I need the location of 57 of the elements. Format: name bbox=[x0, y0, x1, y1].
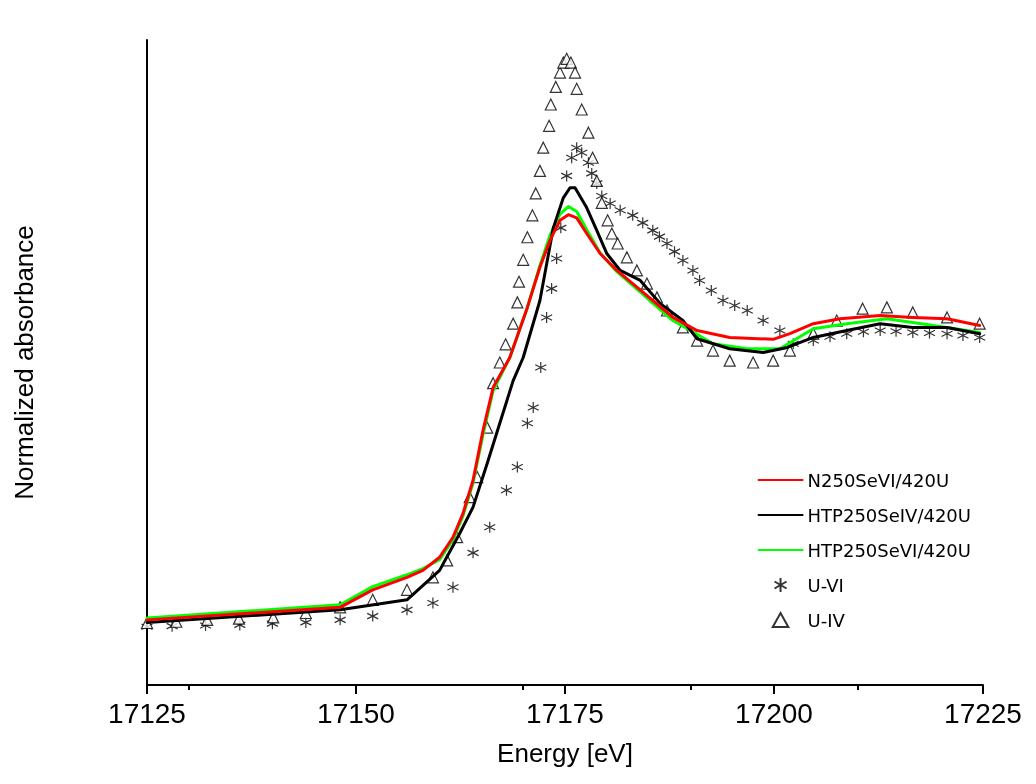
point bbox=[614, 204, 627, 217]
point bbox=[676, 254, 689, 267]
x-tick-label: 17200 bbox=[735, 697, 813, 729]
point bbox=[266, 617, 279, 630]
x-tick-label: 17175 bbox=[526, 697, 604, 729]
point bbox=[582, 156, 595, 169]
point bbox=[426, 596, 440, 610]
point bbox=[646, 224, 659, 237]
point bbox=[400, 603, 414, 616]
point bbox=[668, 245, 681, 258]
legend-label: U-VI bbox=[807, 574, 844, 596]
point bbox=[511, 460, 524, 474]
x-axis-title: Energy [eV] bbox=[497, 738, 633, 768]
legend-label: N250SeVI/420U bbox=[807, 469, 950, 491]
point bbox=[940, 327, 954, 340]
point bbox=[874, 324, 887, 337]
point bbox=[527, 401, 540, 414]
point bbox=[773, 324, 786, 337]
x-tick-label: 17150 bbox=[317, 697, 395, 729]
point bbox=[483, 521, 496, 534]
point bbox=[565, 151, 578, 164]
x-tick-label: 17225 bbox=[944, 697, 1022, 729]
point bbox=[540, 311, 553, 324]
point bbox=[840, 327, 853, 340]
point bbox=[660, 237, 674, 250]
point bbox=[560, 169, 573, 182]
point bbox=[165, 620, 179, 633]
point bbox=[334, 613, 347, 626]
point bbox=[728, 299, 741, 312]
point bbox=[545, 282, 558, 295]
legend-label: U-IV bbox=[807, 609, 846, 631]
point bbox=[299, 616, 312, 629]
point bbox=[366, 610, 379, 623]
point bbox=[604, 197, 617, 210]
point bbox=[889, 325, 903, 338]
point bbox=[741, 304, 754, 317]
point bbox=[653, 230, 666, 243]
point bbox=[466, 546, 480, 559]
point bbox=[716, 294, 730, 307]
point bbox=[705, 284, 718, 297]
legend-label: HTP250SeVI/420U bbox=[807, 539, 972, 561]
legend-label: HTP250SeIV/420U bbox=[807, 504, 972, 526]
point bbox=[686, 264, 700, 277]
point bbox=[693, 274, 706, 287]
x-tick-label: 17125 bbox=[108, 697, 186, 729]
point bbox=[500, 484, 513, 497]
point bbox=[534, 361, 547, 374]
point bbox=[550, 252, 563, 265]
point bbox=[585, 167, 598, 180]
point bbox=[199, 619, 212, 632]
point bbox=[626, 209, 639, 222]
point bbox=[636, 216, 649, 229]
point bbox=[446, 581, 460, 594]
y-axis-title: Normalized absorbance bbox=[9, 225, 39, 500]
point bbox=[757, 314, 770, 327]
point bbox=[521, 417, 534, 430]
point bbox=[823, 330, 837, 343]
